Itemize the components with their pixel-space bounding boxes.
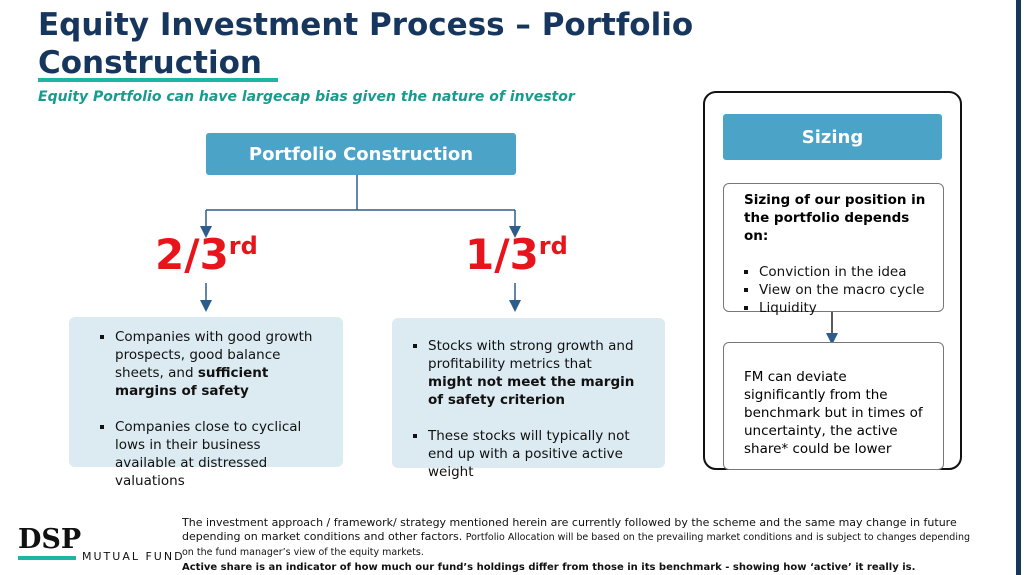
sizing-text: Sizing of our position in the portfolio … <box>744 191 929 317</box>
branch-text: Stocks with strong growth and profitabil… <box>408 337 638 499</box>
allocation-note: Portfolio Allocation will be based on th… <box>182 532 971 558</box>
branch-box <box>69 317 343 467</box>
bullet-text: Companies with good growth prospects, go… <box>115 329 313 381</box>
sizing-note: FM can deviate significantly from the be… <box>744 369 923 457</box>
edge-bar <box>1016 0 1021 575</box>
fraction-value: 2/3 <box>155 230 229 279</box>
bullet-bold: sufficient margins of safety <box>115 365 269 399</box>
bullet-bold: might not meet the margin of safety crit… <box>428 374 635 408</box>
branch-text: Companies with good growth prospects, go… <box>95 328 315 508</box>
bullet: Conviction in the idea <box>759 263 929 281</box>
bullet: Companies with good growth prospects, go… <box>115 328 315 400</box>
title: Equity Investment Process – Portfolio Co… <box>38 7 694 81</box>
fraction-suffix: rd <box>538 232 568 260</box>
fraction-value: 1/3 <box>465 230 539 279</box>
logo-brand: DSP <box>18 524 82 555</box>
bullet: Liquidity <box>759 299 929 317</box>
sizing-intro: Sizing of our position in the portfolio … <box>744 192 926 244</box>
bullet-text: These stocks will typically not end up w… <box>428 428 630 480</box>
root-node: Portfolio Construction <box>206 133 516 175</box>
disclaimer: The investment approach / framework/ str… <box>182 516 957 543</box>
bullet-text: Stocks with strong growth and profitabil… <box>428 338 634 372</box>
sizing-box <box>723 183 944 312</box>
subtitle: Equity Portfolio can have largecap bias … <box>38 89 575 105</box>
active-share-note: Active share is an indicator of how much… <box>182 562 916 573</box>
fraction: 2/3rd <box>155 230 258 279</box>
footer: The investment approach / framework/ str… <box>182 516 982 575</box>
branch-box <box>392 318 665 468</box>
logo-bar <box>18 556 76 560</box>
bullet-text: Companies close to cyclical lows in thei… <box>115 419 302 489</box>
bullet: Stocks with strong growth and profitabil… <box>428 337 638 409</box>
sizing-header: Sizing <box>723 114 942 160</box>
fraction: 1/3rd <box>465 230 568 279</box>
bullet: Companies close to cyclical lows in thei… <box>115 418 315 490</box>
bullet: These stocks will typically not end up w… <box>428 427 638 481</box>
note-box <box>723 342 944 470</box>
title-underline <box>38 78 278 82</box>
fraction-suffix: rd <box>228 232 258 260</box>
bullet: View on the macro cycle <box>759 281 929 299</box>
logo-tagline: MUTUAL FUND <box>82 550 185 563</box>
